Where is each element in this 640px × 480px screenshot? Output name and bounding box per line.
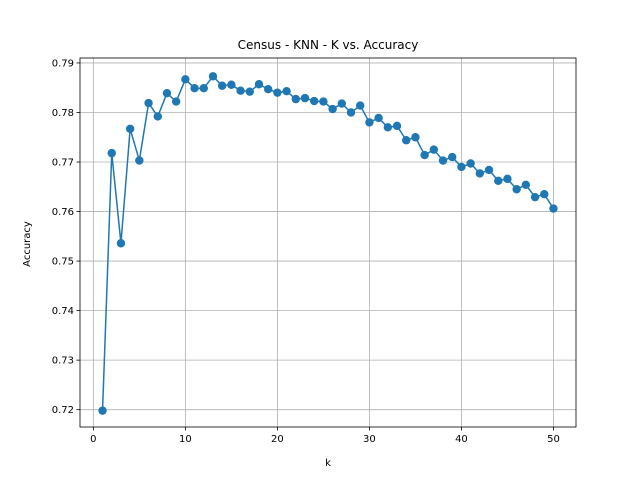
data-point <box>374 113 383 123</box>
grid-lines <box>80 58 576 427</box>
y-tick-label: 0.75 <box>52 257 74 268</box>
data-point <box>346 108 356 117</box>
y-tick-label: 0.72 <box>52 405 74 416</box>
data-point <box>245 87 254 96</box>
x-tick-label: 40 <box>455 434 468 445</box>
data-point <box>429 145 439 154</box>
data-point <box>125 124 135 134</box>
plot-frame <box>79 57 577 428</box>
x-tick-label: 50 <box>547 434 560 445</box>
data-point <box>383 123 393 132</box>
data-point <box>448 152 457 162</box>
data-point <box>282 86 291 96</box>
data-point <box>217 81 227 90</box>
data-point <box>199 84 208 93</box>
x-tick-label: 20 <box>271 434 284 445</box>
data-point <box>309 96 319 106</box>
data-point <box>190 84 199 93</box>
y-tick-label: 0.78 <box>52 108 74 119</box>
axes: 0 10 20 30 40 50 0.72 0.73 0.74 0.75 0.76 0.77 0.78 0… <box>52 57 577 445</box>
data-point <box>466 159 475 168</box>
data-point <box>438 156 448 165</box>
data-point <box>98 406 107 415</box>
y-axis-label: Accuracy <box>22 221 33 267</box>
data-point <box>484 165 494 175</box>
data-point <box>494 176 503 186</box>
data-point <box>512 185 521 194</box>
data-point <box>236 86 245 95</box>
data-point <box>457 162 466 172</box>
data-point <box>227 80 236 89</box>
x-axis-label: k <box>325 458 331 469</box>
data-point <box>475 169 485 178</box>
data-point <box>181 75 190 84</box>
data-point <box>319 97 328 106</box>
data-point <box>171 97 181 106</box>
data-point <box>402 136 411 145</box>
chart-title: Census - KNN - K vs. Accuracy <box>238 38 419 52</box>
y-tick-label: 0.77 <box>52 158 74 169</box>
data-point <box>337 99 347 108</box>
data-point <box>549 204 558 213</box>
data-point <box>420 150 429 160</box>
data-point <box>254 80 264 89</box>
data-point <box>144 98 153 108</box>
data-point <box>530 192 540 202</box>
y-tick-label: 0.74 <box>52 306 74 317</box>
x-tick-label: 30 <box>363 434 376 445</box>
data-point <box>521 180 531 189</box>
y-tick-label: 0.76 <box>52 207 74 218</box>
y-tick-label: 0.79 <box>52 58 74 69</box>
data-point <box>162 88 172 98</box>
series-line <box>98 72 558 415</box>
x-tick-label: 0 <box>90 434 96 445</box>
data-point <box>273 88 282 97</box>
data-point <box>328 104 337 114</box>
y-tick-label: 0.73 <box>52 356 74 367</box>
data-point <box>300 93 310 103</box>
data-point <box>135 156 144 165</box>
data-point <box>263 85 273 94</box>
data-point <box>365 118 374 127</box>
data-point <box>356 101 365 110</box>
x-tick-label: 10 <box>179 434 192 445</box>
data-point <box>107 148 116 158</box>
data-point <box>291 94 300 104</box>
data-point <box>208 72 218 81</box>
data-point <box>503 174 512 184</box>
data-point <box>392 121 402 131</box>
data-point <box>116 239 126 248</box>
data-point <box>411 133 420 142</box>
data-point <box>153 112 162 121</box>
data-point <box>540 190 549 199</box>
